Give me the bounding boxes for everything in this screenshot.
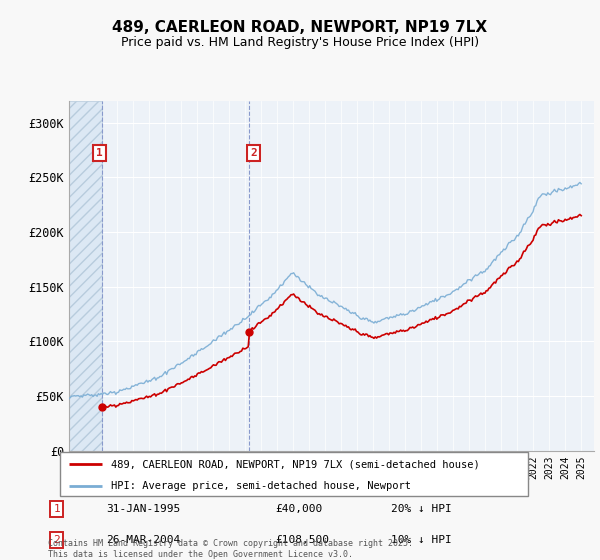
Text: 2: 2 (53, 535, 60, 545)
Text: 10% ↓ HPI: 10% ↓ HPI (391, 535, 452, 545)
Text: 1: 1 (96, 148, 103, 158)
Text: 1: 1 (53, 504, 60, 514)
Text: 20% ↓ HPI: 20% ↓ HPI (391, 504, 452, 514)
Text: Contains HM Land Registry data © Crown copyright and database right 2025.
This d: Contains HM Land Registry data © Crown c… (48, 539, 413, 559)
Text: 26-MAR-2004: 26-MAR-2004 (106, 535, 181, 545)
Text: 489, CAERLEON ROAD, NEWPORT, NP19 7LX: 489, CAERLEON ROAD, NEWPORT, NP19 7LX (112, 20, 488, 35)
Text: Price paid vs. HM Land Registry's House Price Index (HPI): Price paid vs. HM Land Registry's House … (121, 36, 479, 49)
Text: HPI: Average price, semi-detached house, Newport: HPI: Average price, semi-detached house,… (112, 481, 412, 491)
Bar (69, 101, 102, 451)
FancyBboxPatch shape (60, 452, 528, 496)
Text: 2: 2 (250, 148, 257, 158)
Text: 489, CAERLEON ROAD, NEWPORT, NP19 7LX (semi-detached house): 489, CAERLEON ROAD, NEWPORT, NP19 7LX (s… (112, 459, 480, 469)
Text: £108,500: £108,500 (275, 535, 329, 545)
Text: 31-JAN-1995: 31-JAN-1995 (106, 504, 181, 514)
Text: £40,000: £40,000 (275, 504, 322, 514)
